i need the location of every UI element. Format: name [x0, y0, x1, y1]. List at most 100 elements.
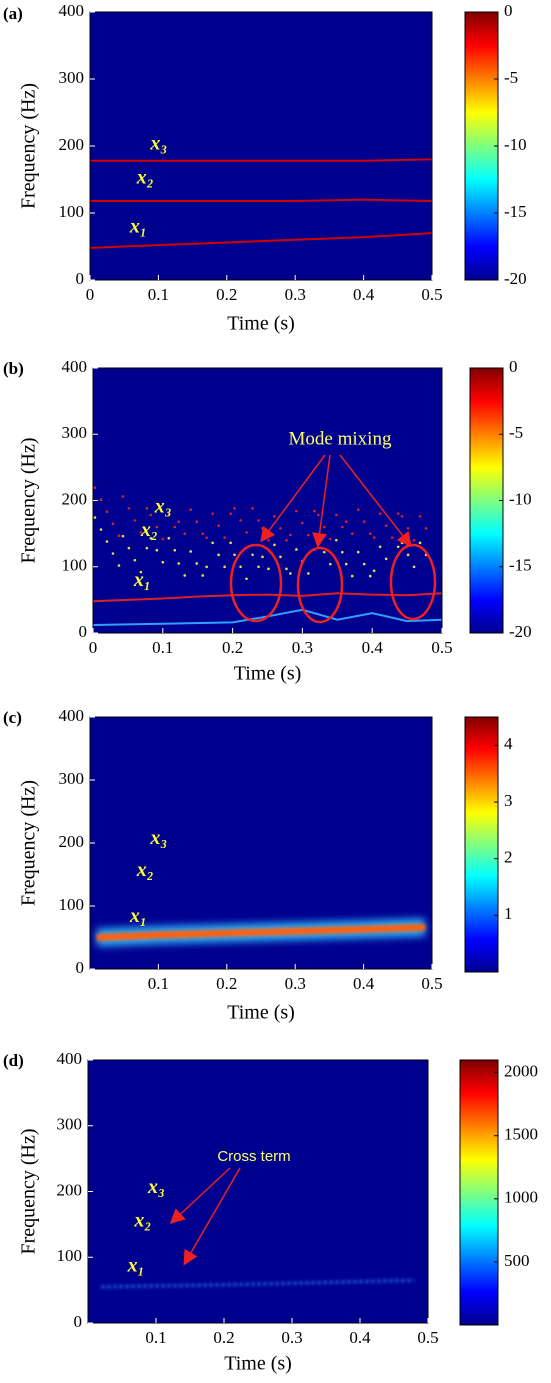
dot: [121, 495, 125, 498]
dot: [323, 525, 326, 529]
dot: [117, 534, 121, 537]
dot: [350, 532, 354, 535]
y-tick-label: 0: [79, 622, 88, 641]
annotation: Cross term: [217, 1148, 290, 1165]
dot: [378, 545, 382, 549]
x-tick-label: 0.2: [222, 638, 243, 657]
colorbar: [464, 716, 499, 973]
colorbar-tick-label: 1: [504, 904, 513, 923]
dot: [139, 531, 143, 534]
dot: [418, 515, 422, 518]
y-tick-label: 0: [74, 1312, 83, 1331]
dot: [329, 537, 332, 541]
y-axis-label: Frequency (Hz): [18, 1128, 40, 1254]
plot-background: [88, 1060, 428, 1323]
colorbar-tick-label: 4: [504, 734, 513, 753]
y-tick-label: 300: [59, 769, 85, 788]
dot: [127, 507, 131, 510]
x-tick-label: 0.1: [152, 638, 173, 657]
series-label: x₃: [149, 827, 167, 849]
y-tick-label: 300: [62, 423, 88, 442]
dot: [301, 521, 304, 525]
x-tick-label: 0.2: [216, 974, 237, 993]
dot: [117, 564, 121, 567]
dot: [239, 565, 242, 569]
annotation-arrow: [260, 454, 326, 543]
x-tick-label: 0.1: [148, 285, 169, 304]
x-tick-label: 0.5: [431, 638, 452, 657]
plot-area: [101, 1203, 415, 1289]
dot: [173, 548, 177, 552]
dot: [121, 534, 125, 538]
dot: [390, 536, 394, 539]
colorbar: [469, 367, 504, 634]
dot: [307, 533, 310, 537]
plot-area: [90, 846, 432, 969]
x-tick-label: 0: [86, 285, 95, 304]
colorbar-tick-label: 1500: [504, 1125, 538, 1144]
dot: [344, 520, 348, 523]
dot: [295, 548, 298, 551]
dot: [233, 553, 236, 557]
dot: [93, 486, 97, 489]
dot: [323, 550, 326, 554]
dot: [229, 512, 232, 515]
x-tick-label: 0.5: [421, 974, 442, 993]
y-tick-label: 300: [57, 1115, 83, 1134]
ridge: [96, 923, 426, 941]
x-tick-label: 0.3: [281, 1328, 302, 1347]
plot-background: [93, 368, 442, 633]
highlight-ellipse: [229, 543, 283, 623]
y-tick-label: 100: [59, 202, 85, 221]
colorbar-tick-label: 500: [504, 1251, 530, 1270]
dot: [195, 520, 199, 523]
dot: [279, 527, 282, 530]
dot: [217, 553, 220, 557]
dot: [412, 565, 416, 569]
series-label: x₃: [147, 1176, 165, 1198]
dot: [205, 565, 208, 569]
dot: [289, 533, 292, 537]
x-tick-label: 0: [89, 638, 98, 657]
dot: [418, 541, 422, 545]
dot: [279, 555, 282, 559]
x-axis-label: Time (s): [227, 1002, 295, 1024]
dot: [223, 565, 226, 569]
x-axis-label: Time (s): [224, 1353, 292, 1375]
colorbar-tick-label: 3: [504, 791, 513, 810]
x-tick-label: 0.1: [145, 1328, 166, 1347]
dot: [149, 536, 153, 540]
dot: [251, 507, 254, 510]
dot: [384, 557, 388, 561]
panel-label: (a): [3, 4, 23, 23]
panel-label: (d): [3, 1051, 24, 1070]
colorbar-tick-label: 1000: [504, 1188, 538, 1207]
dot: [267, 539, 270, 542]
colorbar-tick-label: 0: [509, 357, 518, 376]
dot: [161, 537, 165, 541]
x-axis-label: Time (s): [227, 313, 295, 335]
y-tick-label: 200: [59, 135, 85, 154]
dot: [362, 562, 366, 566]
series-label: x₂: [136, 167, 154, 189]
y-tick-label: 400: [57, 1049, 83, 1068]
dot: [384, 524, 388, 527]
x-tick-label: 0.4: [362, 638, 384, 657]
colorbar-tick-label: -20: [504, 269, 527, 288]
ridge: [101, 1278, 415, 1289]
series-label: x₂: [136, 859, 154, 881]
dot: [257, 519, 260, 522]
y-tick-label: 400: [59, 706, 85, 725]
dot: [289, 572, 292, 575]
x-tick-label: 0.4: [349, 1328, 371, 1347]
plot-background: [90, 12, 432, 280]
dot: [257, 565, 260, 569]
y-tick-label: 0: [76, 269, 85, 288]
series-label: x₁: [129, 215, 147, 237]
y-tick-label: 100: [62, 556, 88, 575]
annotation: Mode mixing: [289, 428, 392, 449]
dot: [201, 574, 205, 577]
series-label: x₂: [133, 1210, 151, 1232]
y-tick-label: 100: [59, 895, 85, 914]
